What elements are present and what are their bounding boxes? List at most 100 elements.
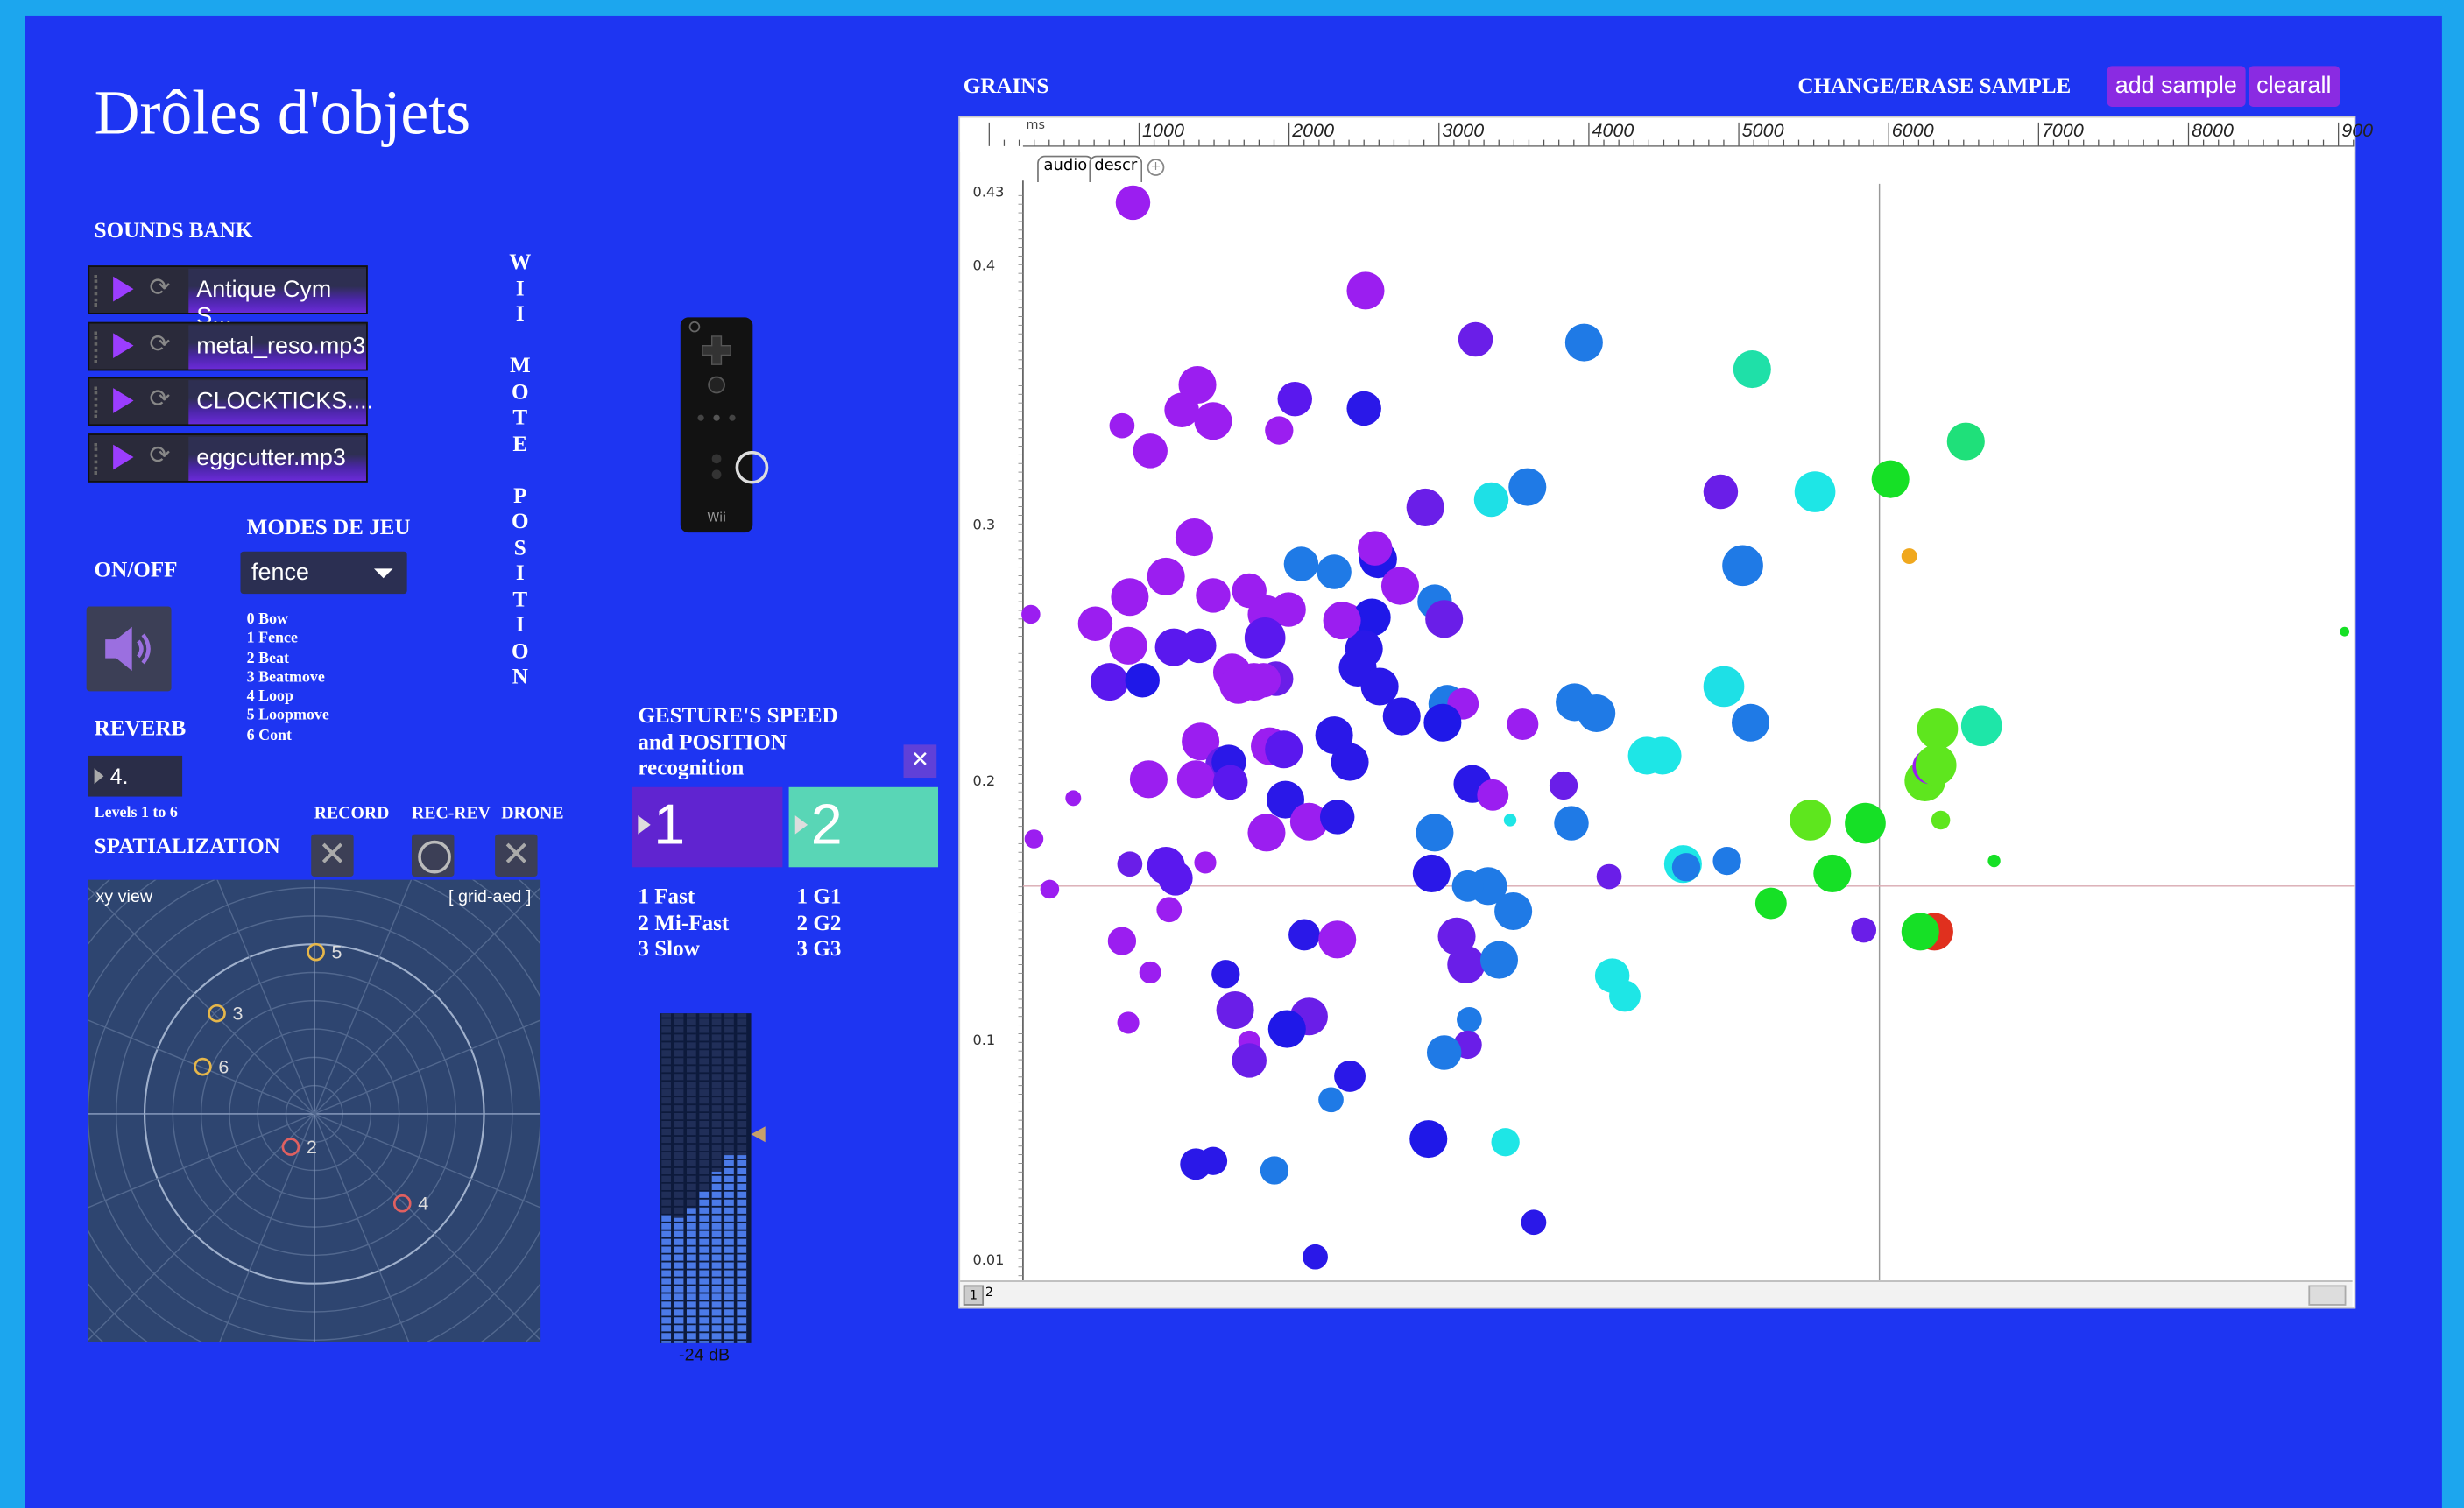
grain-dot[interactable] bbox=[1125, 663, 1160, 698]
grain-dot[interactable] bbox=[1915, 744, 1957, 786]
grain-dot[interactable] bbox=[1845, 802, 1886, 844]
grain-dot[interactable] bbox=[1265, 416, 1294, 445]
grain-dot[interactable] bbox=[1318, 1087, 1344, 1113]
grain-dot[interactable] bbox=[1288, 919, 1320, 951]
grain-dot[interactable] bbox=[1216, 991, 1254, 1030]
grain-dot[interactable] bbox=[1346, 391, 1381, 426]
grain-dot[interactable] bbox=[1176, 760, 1215, 799]
grain-dot[interactable] bbox=[1156, 897, 1183, 923]
loop-icon[interactable]: ⟳ bbox=[149, 383, 171, 413]
grain-dot[interactable] bbox=[1271, 592, 1306, 627]
grain-dot[interactable] bbox=[1851, 917, 1877, 943]
drag-handle-icon[interactable] bbox=[94, 331, 106, 363]
zoom-handle[interactable] bbox=[2308, 1285, 2347, 1306]
grain-dot[interactable] bbox=[1382, 697, 1421, 736]
grain-dot[interactable] bbox=[1712, 846, 1741, 876]
grain-dot[interactable] bbox=[1578, 694, 1616, 733]
loop-icon[interactable]: ⟳ bbox=[149, 328, 171, 359]
grain-dot[interactable] bbox=[1917, 708, 1959, 750]
grain-dot[interactable] bbox=[1731, 703, 1770, 742]
grain-dot[interactable] bbox=[1931, 810, 1951, 830]
grain-dot[interactable] bbox=[1451, 870, 1484, 902]
grain-dot[interactable] bbox=[1129, 760, 1168, 799]
grain-dot[interactable] bbox=[1091, 663, 1129, 701]
grain-dot[interactable] bbox=[1412, 854, 1451, 892]
bottom-scrollbar[interactable]: 1 2 bbox=[960, 1280, 2353, 1307]
grain-dot[interactable] bbox=[1182, 628, 1217, 664]
grain-dot[interactable] bbox=[1901, 913, 1939, 951]
play-icon[interactable] bbox=[113, 276, 134, 302]
drag-handle-icon[interactable] bbox=[94, 386, 106, 419]
grain-dot[interactable] bbox=[1609, 980, 1641, 1012]
grain-dot[interactable] bbox=[1554, 806, 1589, 841]
grain-dot[interactable] bbox=[1133, 433, 1168, 469]
source-2-marker[interactable] bbox=[281, 1138, 300, 1156]
grain-dot[interactable] bbox=[1346, 271, 1385, 310]
grain-dot[interactable] bbox=[1596, 863, 1622, 890]
grain-dot[interactable] bbox=[2340, 626, 2350, 637]
grain-dot[interactable] bbox=[1065, 790, 1082, 807]
grain-dot[interactable] bbox=[1111, 578, 1149, 617]
grain-dot[interactable] bbox=[1246, 663, 1281, 698]
add-sample-button[interactable]: add sample bbox=[2107, 66, 2245, 107]
sound-item[interactable]: ⟳ metal_reso.mp3 bbox=[88, 321, 368, 371]
grain-dot[interactable] bbox=[1117, 1011, 1140, 1034]
grain-dot[interactable] bbox=[1040, 879, 1060, 899]
grain-dot[interactable] bbox=[1319, 800, 1355, 835]
mode-select[interactable]: fence bbox=[240, 551, 407, 595]
grain-dot[interactable] bbox=[1331, 743, 1369, 781]
position-cursor-icon[interactable] bbox=[735, 450, 769, 484]
drone-toggle[interactable]: ✕ bbox=[495, 834, 538, 877]
grain-dot[interactable] bbox=[1194, 851, 1217, 874]
grain-dot[interactable] bbox=[1196, 578, 1231, 613]
reverb-number-box[interactable]: 4. bbox=[88, 755, 183, 797]
grain-dot[interactable] bbox=[1232, 1043, 1267, 1078]
grain-dot[interactable] bbox=[1024, 829, 1044, 849]
grain-dot[interactable] bbox=[1194, 402, 1232, 440]
grain-dot[interactable] bbox=[1521, 1209, 1547, 1236]
grain-dot[interactable] bbox=[1289, 802, 1328, 841]
grain-dot[interactable] bbox=[1946, 422, 1985, 461]
grain-dot[interactable] bbox=[1164, 392, 1199, 427]
source-6-marker[interactable] bbox=[194, 1057, 212, 1076]
grain-dot[interactable] bbox=[1318, 920, 1357, 959]
grain-dot[interactable] bbox=[1323, 602, 1361, 640]
grain-dot[interactable] bbox=[1491, 1128, 1520, 1157]
grain-dot[interactable] bbox=[1479, 941, 1519, 979]
grain-dot[interactable] bbox=[1733, 350, 1771, 389]
loop-icon[interactable]: ⟳ bbox=[149, 440, 171, 470]
grain-dot[interactable] bbox=[1871, 460, 1910, 498]
drag-handle-icon[interactable] bbox=[94, 274, 106, 307]
grain-dot[interactable] bbox=[1457, 1006, 1482, 1032]
grain-dot[interactable] bbox=[1109, 412, 1135, 439]
grain-dot[interactable] bbox=[1352, 598, 1391, 637]
grain-dot[interactable] bbox=[1494, 891, 1533, 931]
grain-dot[interactable] bbox=[1154, 628, 1193, 666]
grain-dot[interactable] bbox=[1267, 1010, 1306, 1048]
sound-item[interactable]: ⟳ eggcutter.mp3 bbox=[88, 433, 368, 483]
grain-dot[interactable] bbox=[1260, 1156, 1289, 1185]
source-3-marker[interactable] bbox=[208, 1004, 226, 1023]
grain-dot[interactable] bbox=[1722, 545, 1763, 587]
grain-dot[interactable] bbox=[1109, 626, 1147, 665]
source-5-marker[interactable] bbox=[307, 942, 325, 962]
drag-handle-icon[interactable] bbox=[94, 442, 106, 475]
grain-dot[interactable] bbox=[1107, 927, 1137, 955]
gesture-button-2[interactable]: 2 bbox=[788, 786, 939, 868]
grain-dot[interactable] bbox=[1117, 851, 1143, 877]
grain-dot[interactable] bbox=[1175, 518, 1213, 557]
play-icon[interactable] bbox=[113, 388, 134, 413]
grain-dot[interactable] bbox=[1266, 780, 1305, 819]
grain-dot[interactable] bbox=[1198, 1146, 1228, 1175]
sound-item[interactable]: ⟳ CLOCKTICKS.... bbox=[88, 377, 373, 426]
sound-item[interactable]: ⟳ Antique Cym S... bbox=[88, 265, 368, 330]
tab-descr[interactable]: descr bbox=[1089, 155, 1143, 183]
grain-dot[interactable] bbox=[1247, 814, 1286, 852]
grain-dot[interactable] bbox=[1334, 1060, 1366, 1092]
page-button[interactable]: 1 bbox=[963, 1285, 985, 1306]
play-icon[interactable] bbox=[113, 333, 134, 359]
grain-dot[interactable] bbox=[1703, 474, 1739, 510]
grain-dot[interactable] bbox=[1265, 730, 1303, 769]
grain-dot[interactable] bbox=[1627, 736, 1666, 775]
grain-dot[interactable] bbox=[1794, 471, 1836, 512]
